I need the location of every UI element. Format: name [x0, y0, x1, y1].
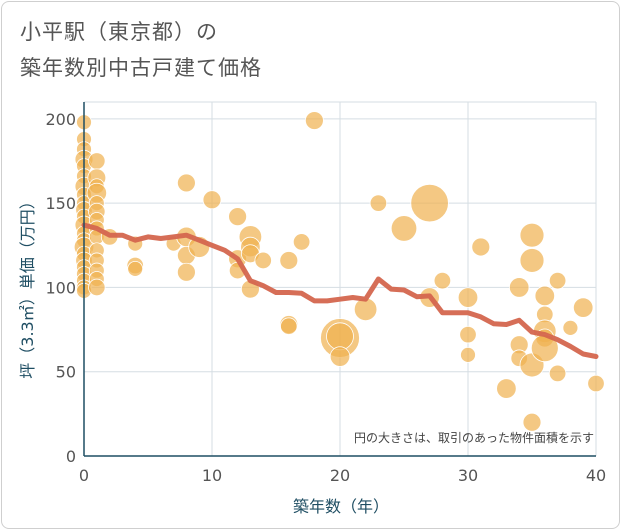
data-bubble	[509, 277, 530, 298]
bubble-series	[73, 111, 605, 432]
data-bubble	[279, 251, 299, 270]
data-bubble	[369, 194, 388, 212]
data-bubble	[459, 325, 477, 344]
x-tick-label: 10	[202, 466, 222, 485]
x-tick-label: 40	[586, 466, 606, 485]
x-tick-label: 0	[79, 466, 89, 485]
data-bubble	[329, 346, 351, 367]
chart-title-line-1: 小平駅（東京都）の	[20, 20, 218, 44]
data-bubble	[457, 287, 479, 308]
data-bubble	[562, 319, 579, 336]
data-bubble	[88, 278, 106, 297]
data-bubble	[519, 222, 545, 248]
data-bubble	[460, 346, 476, 363]
y-tick-label: 100	[45, 278, 76, 297]
data-bubble	[292, 233, 311, 251]
data-bubble	[573, 297, 594, 318]
average-line	[81, 222, 599, 359]
data-bubble	[433, 271, 452, 290]
data-bubble	[127, 260, 144, 277]
y-tick-label: 50	[56, 363, 76, 382]
grid-lines	[84, 101, 597, 456]
y-tick-label: 200	[45, 110, 76, 129]
x-axis-label: 築年数（年）	[293, 497, 389, 516]
data-bubble	[176, 262, 196, 282]
data-bubble	[390, 215, 418, 242]
tick-labels: 0 10 20 30 40 0 50 100 150 200	[45, 110, 606, 485]
data-bubble	[548, 271, 567, 290]
axes	[83, 102, 596, 457]
data-bubble	[304, 111, 324, 130]
x-tick-label: 30	[458, 466, 478, 485]
data-bubble	[228, 207, 248, 227]
y-axis-label: 坪（3.3㎡）単価（万円）	[18, 193, 37, 378]
data-bubble	[176, 173, 196, 193]
data-bubble	[254, 251, 272, 270]
data-bubble	[548, 364, 567, 383]
y-tick-label: 0	[66, 447, 76, 466]
data-bubble	[496, 378, 517, 399]
data-bubble	[519, 248, 545, 273]
data-bubble	[534, 285, 556, 307]
data-bubble	[587, 374, 605, 393]
y-tick-label: 150	[45, 194, 76, 213]
data-bubble	[280, 317, 298, 335]
bubble-size-note: 円の大きさは、取引のあった物件面積を示す	[354, 430, 594, 445]
data-bubble	[202, 190, 222, 210]
data-bubble	[410, 183, 449, 223]
data-bubble	[471, 237, 491, 257]
data-bubble	[88, 152, 106, 170]
x-tick-label: 20	[330, 466, 350, 485]
average-line-layer	[81, 222, 599, 359]
data-bubble	[522, 412, 542, 432]
data-bubble	[326, 322, 354, 351]
chart-title: 小平駅（東京都）の 築年数別中古戸建て価格	[20, 14, 262, 86]
chart-title-line-2: 築年数別中古戸建て価格	[20, 56, 262, 80]
